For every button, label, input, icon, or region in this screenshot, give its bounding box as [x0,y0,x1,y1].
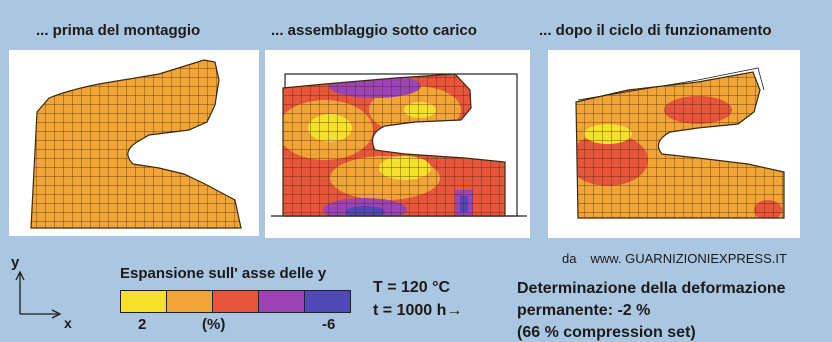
axis-arrows-icon [15,270,62,319]
seal-mesh-under-load [271,73,527,217]
legend-swatch-5 [305,291,350,312]
source-credit: da www. GUARNIZIONIEXPRESS.IT [562,251,787,266]
panel-after-cycle [548,50,800,238]
result-line-2: permanente: -2 % [517,302,651,319]
legend-title: Espansione sull' asse delle y [120,265,327,282]
legend-unit-label: (%) [202,316,226,333]
title-under-load: ... assemblaggio sotto carico [271,22,477,39]
legend-swatch-3 [213,291,259,312]
panel-before-assembly [9,50,259,236]
result-line-1: Determinazione della deformazione [517,280,786,297]
panel-under-load [265,50,530,238]
title-after-cycle: ... dopo il ciclo di funzionamento [539,22,772,39]
axis-y-label: y [11,254,20,271]
credit-prefix: da [562,251,577,266]
condition-temperature: T = 120 °C [373,279,451,296]
legend-swatch-1 [121,291,167,312]
credit-site: www. GUARNIZIONIEXPRESS.IT [590,251,787,266]
result-line-3: (66 % compression set) [517,324,696,341]
axis-x-label: x [64,315,72,331]
legend-min-label: 2 [138,316,147,333]
legend-swatch-4 [259,291,305,312]
legend-max-label: -6 [322,316,336,333]
title-before-assembly: ... prima del montaggio [36,22,201,39]
legend-swatch-2 [167,291,213,312]
seal-mesh-before [30,59,242,229]
seal-mesh-after-cycle [575,67,785,219]
condition-time: t = 1000 h→ [373,302,463,319]
legend-color-scale [120,290,351,313]
